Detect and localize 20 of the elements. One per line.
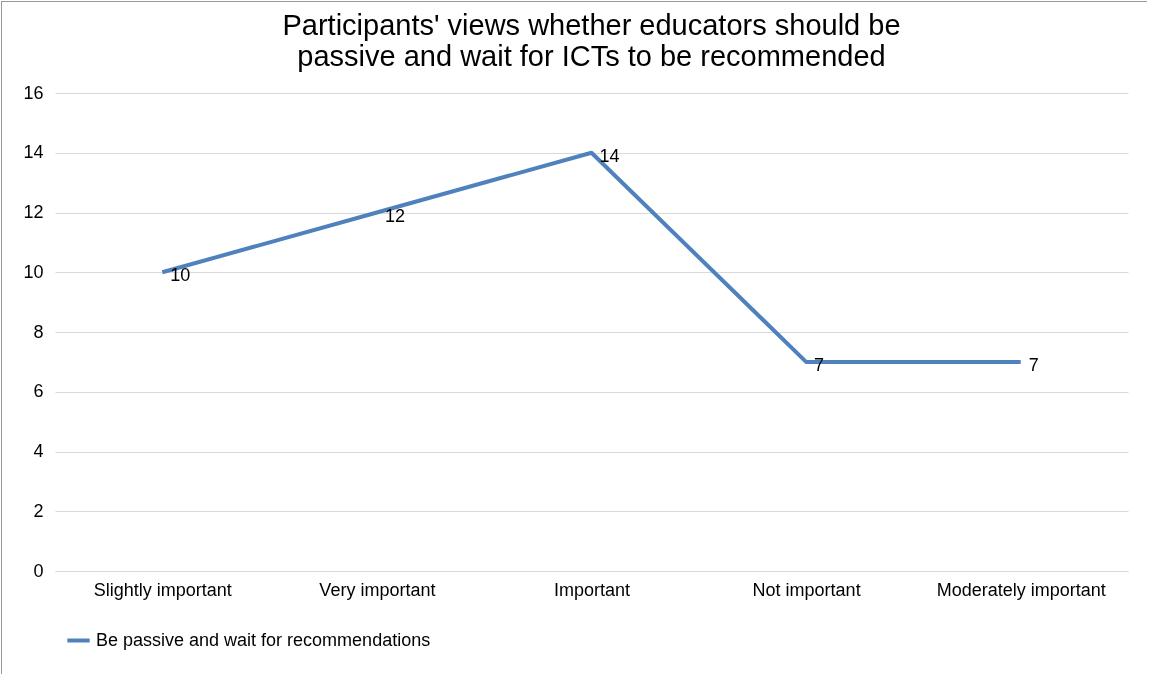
data-label: 10 bbox=[170, 265, 191, 286]
y-tick-label: 10 bbox=[23, 261, 44, 282]
chart-title: Participants' views whether educators should be passive and wait for ICTs to be recommended bbox=[282, 9, 901, 72]
y-tick-label: 14 bbox=[23, 142, 44, 163]
y-tick-label: 4 bbox=[33, 441, 44, 461]
x-tick-label: Slightly important bbox=[93, 579, 232, 600]
x-tick-label: Important bbox=[553, 579, 631, 600]
y-tick-label: 16 bbox=[23, 82, 44, 103]
x-tick-label: Moderately important bbox=[936, 579, 1106, 600]
data-label: 12 bbox=[384, 205, 405, 226]
y-tick-label: 2 bbox=[33, 500, 44, 521]
data-label: 7 bbox=[1028, 354, 1039, 375]
data-label: 14 bbox=[599, 145, 620, 166]
y-tick-label: 12 bbox=[23, 202, 44, 222]
y-tick-label: 6 bbox=[33, 381, 44, 402]
y-tick-label: 8 bbox=[33, 321, 44, 342]
y-tick-label: 0 bbox=[33, 560, 44, 581]
x-tick-label: Not important bbox=[752, 579, 861, 600]
x-tick-label: Very important bbox=[319, 579, 436, 600]
legend-label: Be passive and wait for recommendations bbox=[96, 629, 431, 650]
